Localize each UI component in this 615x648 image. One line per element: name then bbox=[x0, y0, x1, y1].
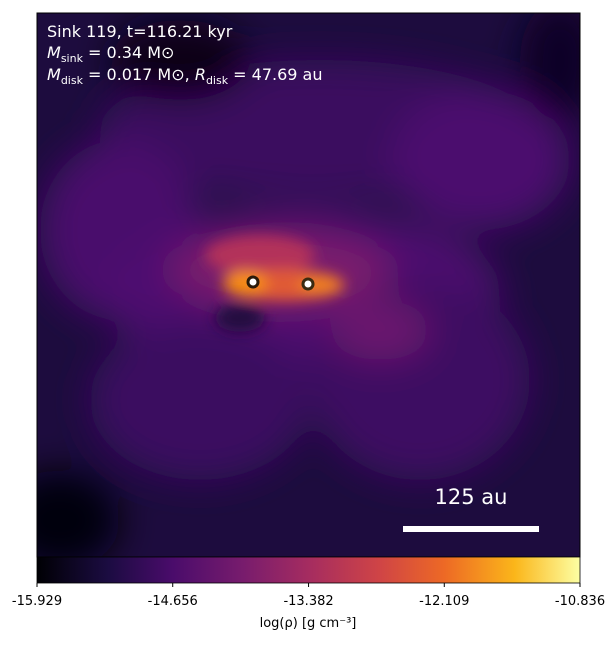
colorbar-tick-label: -14.656 bbox=[148, 594, 198, 609]
colorbar-tick-label: -10.836 bbox=[555, 594, 605, 609]
symbol: R bbox=[195, 65, 206, 84]
symbol: M bbox=[47, 43, 61, 62]
colorbar-tick-label: -12.109 bbox=[419, 594, 469, 609]
subscript: disk bbox=[206, 74, 229, 87]
annotations: Sink 119, t=116.21 kyr Msink = 0.34 M⊙ M… bbox=[47, 22, 323, 87]
symbol: M bbox=[47, 65, 61, 84]
text: = 47.69 au bbox=[228, 65, 322, 84]
annotation: Msink = 0.34 M⊙ bbox=[47, 43, 174, 65]
colorbar bbox=[36, 556, 581, 584]
sink bbox=[246, 275, 260, 289]
sink bbox=[301, 277, 315, 291]
scale-bar-label: 125 au bbox=[435, 485, 508, 509]
colorbar-label: log(ρ) [g cm⁻³] bbox=[260, 616, 357, 631]
subscript: sink bbox=[61, 52, 84, 65]
annotation: Sink 119, t=116.21 kyr bbox=[47, 22, 233, 41]
subscript: disk bbox=[61, 74, 84, 87]
annotation: Mdisk = 0.017 M⊙, Rdisk = 47.69 au bbox=[47, 65, 323, 87]
scale-bar bbox=[403, 526, 539, 532]
text: = 0.017 M⊙, bbox=[83, 65, 195, 84]
colorbar-tick-label: -13.382 bbox=[283, 594, 333, 609]
text: = 0.34 M⊙ bbox=[83, 43, 175, 62]
density-map bbox=[37, 13, 580, 557]
colorbar-tick-label: -15.929 bbox=[12, 594, 62, 609]
